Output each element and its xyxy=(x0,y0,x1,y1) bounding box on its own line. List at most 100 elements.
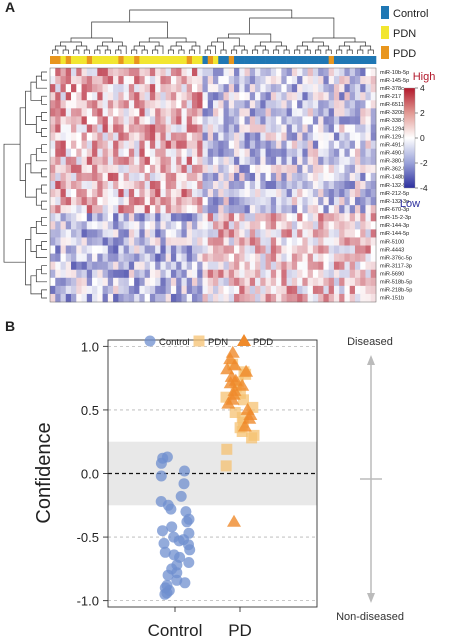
heatmap-cell xyxy=(92,68,98,77)
heatmap-cell xyxy=(213,285,219,295)
heatmap-cell xyxy=(197,205,203,214)
heatmap-cell xyxy=(207,245,214,254)
heatmap-cell xyxy=(102,229,109,238)
heatmap-cell xyxy=(249,116,256,125)
heatmap-cell xyxy=(244,293,251,303)
heatmap-cell xyxy=(170,293,177,303)
heatmap-cell xyxy=(181,197,188,206)
dendrogram-branch xyxy=(367,49,374,54)
heatmap-cell xyxy=(286,92,293,101)
heatmap-cell xyxy=(312,116,319,125)
heatmap-cell xyxy=(128,205,135,214)
heatmap-row-label: miR-144-3p xyxy=(380,223,409,229)
heatmap-cell xyxy=(202,253,209,262)
heatmap-cell xyxy=(297,180,303,190)
heatmap-cell xyxy=(97,164,103,174)
heatmap-cell xyxy=(312,68,319,77)
heatmap-cell xyxy=(97,108,103,117)
heatmap-cell xyxy=(291,189,298,198)
dendrogram-branch xyxy=(204,49,211,54)
heatmap-cell xyxy=(239,205,245,214)
heatmap-cell xyxy=(97,253,103,262)
group-bar-cell xyxy=(113,56,119,64)
heatmap-cell xyxy=(265,140,272,149)
heatmap-cell xyxy=(81,237,88,246)
heatmap-cell xyxy=(255,189,261,198)
heatmap-cell xyxy=(239,84,245,93)
heatmap-cell xyxy=(92,172,98,182)
dendrogram-branch xyxy=(131,49,138,54)
dendrogram-branch xyxy=(133,45,145,50)
heatmap-cell xyxy=(360,92,366,101)
heatmap-cell xyxy=(339,293,345,303)
heatmap-cell xyxy=(223,269,230,279)
heatmap-cell xyxy=(286,245,293,254)
heatmap-cell xyxy=(244,68,251,77)
heatmap-cell xyxy=(286,140,293,149)
heatmap-cell xyxy=(249,92,256,101)
heatmap-cell xyxy=(276,197,282,206)
heatmap-cell xyxy=(144,269,151,279)
heatmap-cell xyxy=(333,269,340,279)
heatmap-cell xyxy=(307,213,314,222)
heatmap-cell xyxy=(360,269,366,279)
heatmap-cell xyxy=(181,108,188,117)
heatmap-cell xyxy=(165,108,172,117)
heatmap-cell xyxy=(92,261,98,271)
heatmap-cell xyxy=(165,92,172,101)
heatmap-cell xyxy=(291,277,298,287)
pdd-point xyxy=(235,378,250,391)
heatmap-row-label: miR-376c-5p xyxy=(380,255,412,261)
heatmap-row-label: miR-4443 xyxy=(380,247,404,253)
heatmap-cell xyxy=(249,245,256,254)
heatmap-cell xyxy=(354,148,361,158)
heatmap-cell xyxy=(213,76,219,85)
heatmap-cell xyxy=(176,164,182,174)
heatmap-cell xyxy=(344,237,351,246)
heatmap-cell xyxy=(97,229,103,238)
heatmap-cell xyxy=(155,285,161,295)
heatmap-cell xyxy=(76,189,82,198)
heatmap-cell xyxy=(191,100,198,109)
heatmap-cell xyxy=(86,132,93,141)
heatmap-cell xyxy=(118,132,124,141)
heatmap-cell xyxy=(186,116,193,125)
heatmap-cell xyxy=(365,205,372,214)
heatmap-cell xyxy=(160,269,166,279)
heatmap-cell xyxy=(160,229,166,238)
heatmap-cell xyxy=(260,253,266,262)
heatmap-cell xyxy=(323,132,329,141)
panel-a-letter: A xyxy=(5,0,16,15)
heatmap-cell xyxy=(170,253,177,262)
heatmap-cell xyxy=(239,132,245,141)
heatmap-cell xyxy=(307,100,314,109)
heatmap-cell xyxy=(207,132,214,141)
heatmap-cell xyxy=(128,92,135,101)
heatmap-cell xyxy=(312,293,319,303)
heatmap-cell xyxy=(181,132,188,141)
heatmap-cell xyxy=(333,285,340,295)
heatmap-cell xyxy=(349,116,356,125)
heatmap-cell xyxy=(286,253,293,262)
heatmap-cell xyxy=(218,156,224,166)
heatmap-row-label: miR-212-5p xyxy=(380,191,409,197)
heatmap-cell xyxy=(149,148,156,158)
legend-label-pdn: PDN xyxy=(208,337,228,348)
heatmap-cell xyxy=(249,205,256,214)
heatmap-cell xyxy=(139,197,145,206)
heatmap-cell xyxy=(265,76,272,85)
heatmap-cell xyxy=(228,237,235,246)
heatmap-cell xyxy=(81,213,88,222)
heatmap-cell xyxy=(134,76,140,85)
heatmap-cell xyxy=(307,84,314,93)
heatmap-cell xyxy=(349,221,356,230)
heatmap-cell xyxy=(255,156,261,166)
heatmap-cell xyxy=(223,213,230,222)
heatmap-cell xyxy=(307,172,314,182)
heatmap-cell xyxy=(370,269,377,279)
legend-label-control: Control xyxy=(393,8,428,20)
heatmap-cell xyxy=(144,156,151,166)
heatmap-cell xyxy=(276,100,282,109)
heatmap-cell xyxy=(207,172,214,182)
heatmap-cell xyxy=(107,261,114,271)
